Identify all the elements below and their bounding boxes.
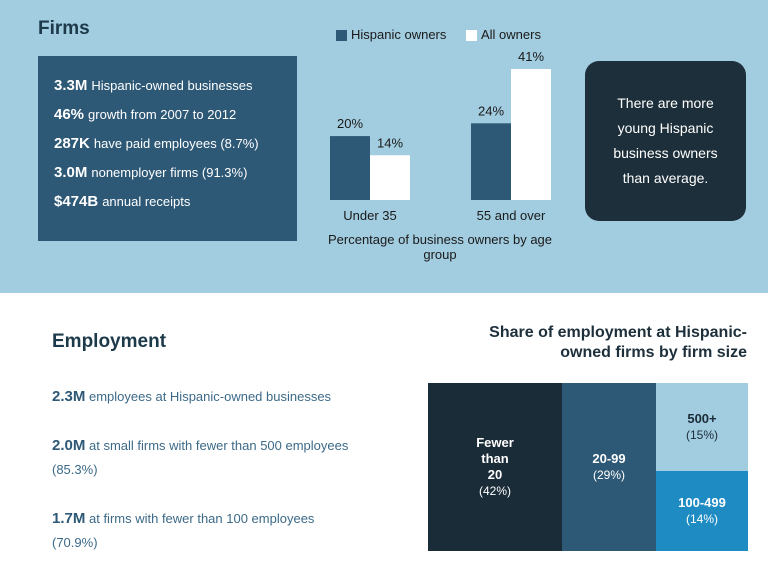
bar-hispanic-under-35 <box>330 136 370 200</box>
chart-caption: Percentage of business owners by age gro… <box>327 232 553 262</box>
fact-value: $474B <box>54 193 99 210</box>
bar-data-label: 14% <box>377 135 403 150</box>
legend-swatch-hispanic <box>336 30 347 41</box>
fact-text: at firms with fewer than 100 employees (… <box>52 511 315 550</box>
bar-data-label: 24% <box>478 103 504 118</box>
age-group-bar-chart: 20% 14% Under 35 24% 41% 55 and over <box>330 49 551 223</box>
callout-box: There are more young Hispanic business o… <box>585 61 746 221</box>
bar-data-label: 41% <box>518 49 544 64</box>
firms-fact: 3.0M nonemployer firms (91.3%) <box>54 164 247 181</box>
firms-fact: 3.3M Hispanic-owned businesses <box>54 77 253 94</box>
cell-pct: (15%) <box>685 428 718 442</box>
legend-label-all: All owners <box>481 27 541 42</box>
fact-text: growth from 2007 to 2012 <box>88 107 237 122</box>
fact-text: annual receipts <box>102 194 191 209</box>
legend-swatch-all <box>466 30 477 41</box>
fact-value: 2.0M <box>52 437 86 454</box>
fact-value: 3.3M <box>54 77 88 94</box>
cell-label: 500+ <box>687 411 717 426</box>
employment-title: Employment <box>52 331 167 352</box>
callout-text: There are more young Hispanic business o… <box>613 95 718 186</box>
fact-text: nonemployer firms (91.3%) <box>91 165 248 180</box>
bar-data-label: 20% <box>337 116 363 131</box>
category-label: Under 35 <box>343 208 396 223</box>
bar-all-55-and-over <box>511 69 551 200</box>
fact-text: Hispanic-owned businesses <box>91 78 253 93</box>
fact-value: 46% <box>54 106 85 123</box>
cell-label: 100-499 <box>678 495 726 510</box>
cell-pct: (42%) <box>478 484 511 498</box>
employment-fact: 1.7M at firms with fewer than 100 employ… <box>52 507 352 555</box>
treemap-title: Share of employment at Hispanic-owned fi… <box>489 324 747 361</box>
fact-value: 1.7M <box>52 510 86 527</box>
cell-pct: (14%) <box>685 512 718 526</box>
employment-fact: 2.3M employees at Hispanic-owned busines… <box>52 385 352 409</box>
firms-fact: 287K have paid employees (8.7%) <box>54 135 259 152</box>
cell-label: Fewer than 20 <box>476 435 514 482</box>
treemap-cell-20-99: 20-99 (29%) <box>562 383 656 551</box>
firms-fact: $474B annual receipts <box>54 193 190 210</box>
employment-treemap: Fewer than 20 (42%) 20-99 (29%) 500+ (15… <box>428 383 748 551</box>
cell-label: 20-99 <box>592 451 626 466</box>
fact-text: at small firms with fewer than 500 emplo… <box>52 438 349 477</box>
treemap-cell-500-plus: 500+ (15%) <box>656 383 748 471</box>
fact-text: have paid employees (8.7%) <box>93 136 259 151</box>
fact-value: 2.3M <box>52 388 86 405</box>
bar-hispanic-55-and-over <box>471 123 511 200</box>
firms-title: Firms <box>38 18 90 39</box>
firms-facts-box: 3.3M Hispanic-owned businesses 46% growth … <box>38 56 297 241</box>
firms-fact: 46% growth from 2007 to 2012 <box>54 106 236 123</box>
fact-value: 3.0M <box>54 164 88 181</box>
treemap-cell-under-20: Fewer than 20 (42%) <box>428 383 562 551</box>
employment-fact: 2.0M at small firms with fewer than 500 … <box>52 434 352 482</box>
bar-all-under-35 <box>370 155 410 200</box>
category-label: 55 and over <box>477 208 546 223</box>
fact-text: employees at Hispanic-owned businesses <box>88 389 332 404</box>
treemap-cell-100-499: 100-499 (14%) <box>656 471 748 551</box>
cell-pct: (29%) <box>592 468 625 482</box>
fact-value: 287K <box>54 135 90 152</box>
legend-label-hispanic: Hispanic owners <box>351 27 447 42</box>
